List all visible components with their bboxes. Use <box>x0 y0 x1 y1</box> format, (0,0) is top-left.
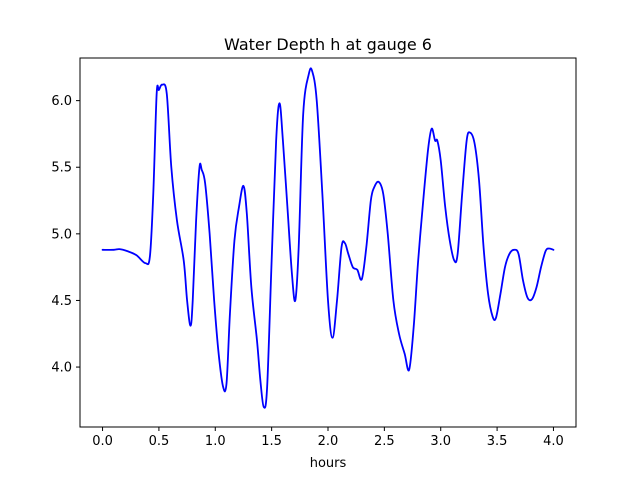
y-tick-label: 6.0 <box>51 94 72 109</box>
chart-title: Water Depth h at gauge 6 <box>224 35 432 54</box>
y-tick-label: 4.0 <box>51 361 72 376</box>
x-axis-label: hours <box>310 456 347 471</box>
x-tick-label: 4.0 <box>543 434 564 449</box>
y-tick-label: 4.5 <box>51 294 72 309</box>
x-tick-label: 2.5 <box>374 434 395 449</box>
series-line <box>101 67 555 409</box>
x-tick-label: 0.0 <box>92 434 113 449</box>
x-tick-label: 0.5 <box>149 434 170 449</box>
x-tick-label: 3.5 <box>487 434 508 449</box>
y-tick-label: 5.5 <box>51 161 72 176</box>
plot-area <box>101 67 555 409</box>
y-axis: 4.0 4.5 5.0 5.5 6.0 <box>51 94 80 376</box>
x-tick-label: 3.0 <box>430 434 451 449</box>
x-axis: 0.0 0.5 1.0 1.5 2.0 2.5 3.0 3.5 4.0 <box>92 427 564 449</box>
x-tick-label: 1.5 <box>261 434 282 449</box>
x-tick-label: 1.0 <box>205 434 226 449</box>
y-tick-label: 5.0 <box>51 227 72 242</box>
x-tick-label: 2.0 <box>318 434 339 449</box>
